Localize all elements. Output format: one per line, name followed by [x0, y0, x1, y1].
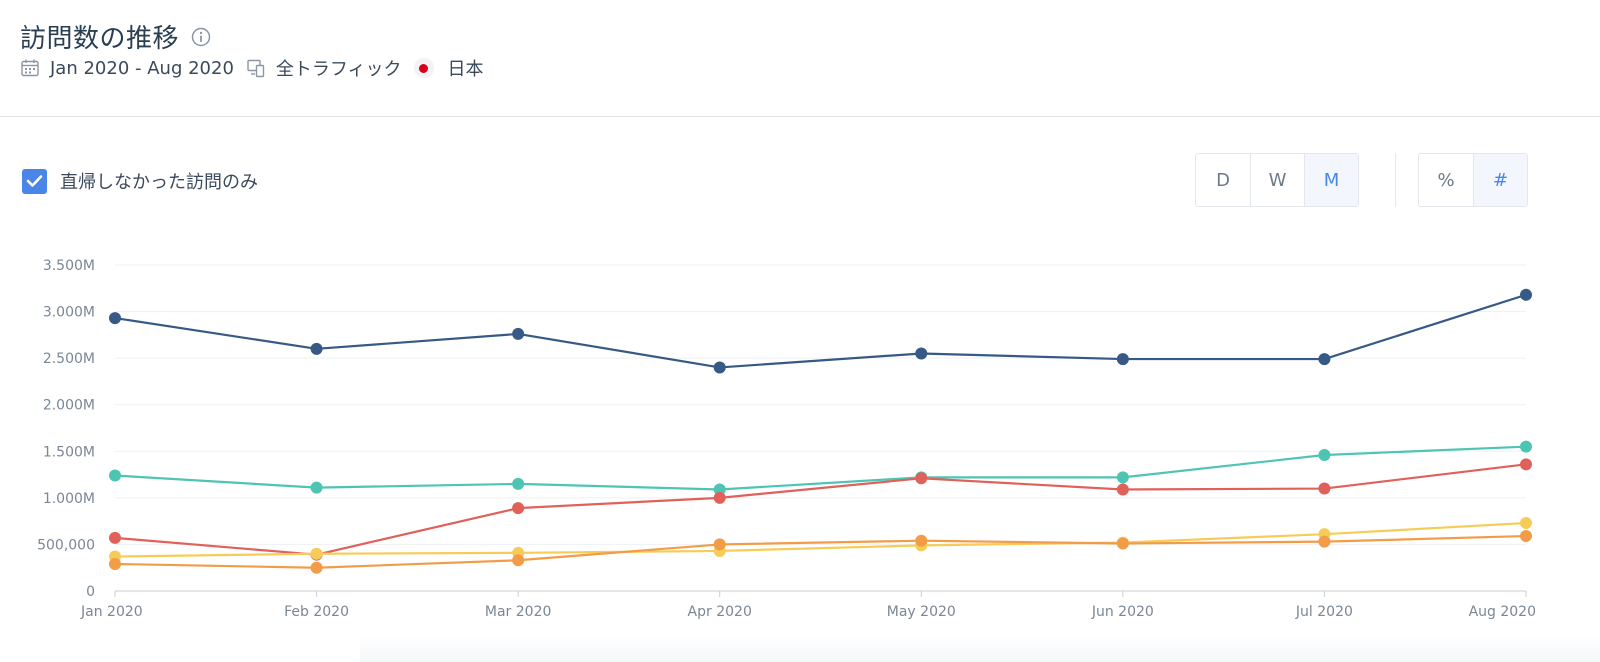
series-2-point	[1116, 471, 1129, 484]
granularity-weekly-button[interactable]: W	[1250, 154, 1304, 206]
series-5-point	[1318, 535, 1331, 548]
x-tick-label: Apr 2020	[688, 604, 752, 620]
series-3-line	[114, 463, 1527, 556]
date-range: Jan 2020 - Aug 2020	[50, 57, 234, 79]
y-tick-label: 3.500M	[43, 258, 95, 274]
series-5-point	[713, 538, 726, 551]
granularity-daily-button[interactable]: D	[1216, 169, 1230, 191]
series-1-point	[1116, 353, 1129, 366]
visits-line-chart: 0 500,000 1.000M 1.500M 2.000M 2.500M 3.000M 3.…	[37, 258, 1536, 620]
x-tick-label: Mar 2020	[485, 604, 552, 620]
series-5-point	[1116, 537, 1129, 550]
series-3-point	[1318, 482, 1331, 495]
x-tick-label: Aug 2020	[1469, 604, 1536, 620]
series-1-point	[713, 361, 726, 374]
number-mode-button[interactable]: #	[1473, 154, 1527, 206]
calendar-icon	[21, 59, 39, 77]
series-2-point	[1520, 440, 1532, 453]
series-5-point	[310, 561, 323, 574]
devices-icon	[247, 59, 265, 78]
series-3-point	[1116, 483, 1129, 496]
series-1-point	[310, 342, 323, 355]
series-3-point	[713, 491, 726, 504]
series-2-point	[713, 483, 726, 496]
checkmark-icon	[26, 175, 43, 187]
series-5-point	[109, 557, 121, 570]
y-tick-label: 500,000	[37, 537, 95, 553]
granularity-monthly-button[interactable]: M	[1304, 154, 1358, 206]
series-3-point	[109, 531, 121, 544]
series-5-point	[1520, 530, 1532, 543]
country-name: 日本	[447, 59, 484, 80]
metric-mode-toggle: % #	[1418, 153, 1528, 207]
series-2-point	[310, 481, 323, 494]
series-3-point	[512, 502, 525, 515]
y-tick-label: 3.000M	[43, 305, 95, 321]
series-1-point	[915, 347, 928, 360]
y-tick-label: 2.000M	[43, 398, 95, 414]
y-tick-label: 1.500M	[43, 444, 95, 460]
bottom-fade	[360, 636, 1600, 662]
series-2-point	[1318, 449, 1331, 462]
x-tick-label: May 2020	[887, 604, 956, 620]
traffic-type: 全トラフィック	[275, 59, 402, 80]
non-bounce-checkbox[interactable]	[22, 168, 47, 194]
series-5-point	[512, 554, 525, 567]
non-bounce-filter[interactable]: 直帰しなかった訪問のみ	[22, 168, 258, 194]
series-5-point	[915, 534, 928, 547]
widget-header: 訪問数の推移 Jan 2020 - Aug 2020 全トラフィック 日本	[0, 0, 1600, 117]
series-3-point	[915, 472, 928, 485]
toggle-divider	[1395, 153, 1396, 207]
series-1-line	[114, 293, 1527, 369]
series-1-point	[1520, 288, 1532, 301]
series-4-line	[114, 521, 1527, 558]
series-2-line	[114, 445, 1527, 491]
series-1-point	[109, 312, 121, 325]
japan-flag-icon	[413, 58, 434, 78]
title-row: 訪問数の推移	[20, 18, 211, 55]
granularity-toggle: D W M	[1195, 153, 1359, 207]
x-tick-label: Jun 2020	[1091, 604, 1154, 620]
y-tick-label: 1.000M	[43, 491, 95, 507]
series-4-point	[310, 547, 323, 560]
percent-mode-button[interactable]: %	[1437, 169, 1455, 191]
info-icon[interactable]	[191, 27, 211, 47]
series-4-point	[1520, 517, 1532, 530]
series-5-line	[114, 534, 1527, 569]
x-tick-label: Jul 2020	[1295, 604, 1353, 620]
page-title: 訪問数の推移	[20, 24, 180, 54]
non-bounce-label: 直帰しなかった訪問のみ	[60, 172, 258, 193]
y-tick-label: 0	[86, 584, 95, 600]
x-tick-label: Jan 2020	[80, 604, 143, 620]
series-2-point	[109, 469, 121, 482]
meta-row: Jan 2020 - Aug 2020 全トラフィック 日本	[20, 55, 496, 81]
y-tick-label: 2.500M	[43, 351, 95, 367]
x-tick-label: Feb 2020	[284, 604, 349, 620]
series-1-point	[1318, 353, 1331, 366]
series-1-point	[512, 327, 525, 340]
series-2-point	[512, 477, 525, 490]
series-3-point	[1520, 458, 1532, 471]
